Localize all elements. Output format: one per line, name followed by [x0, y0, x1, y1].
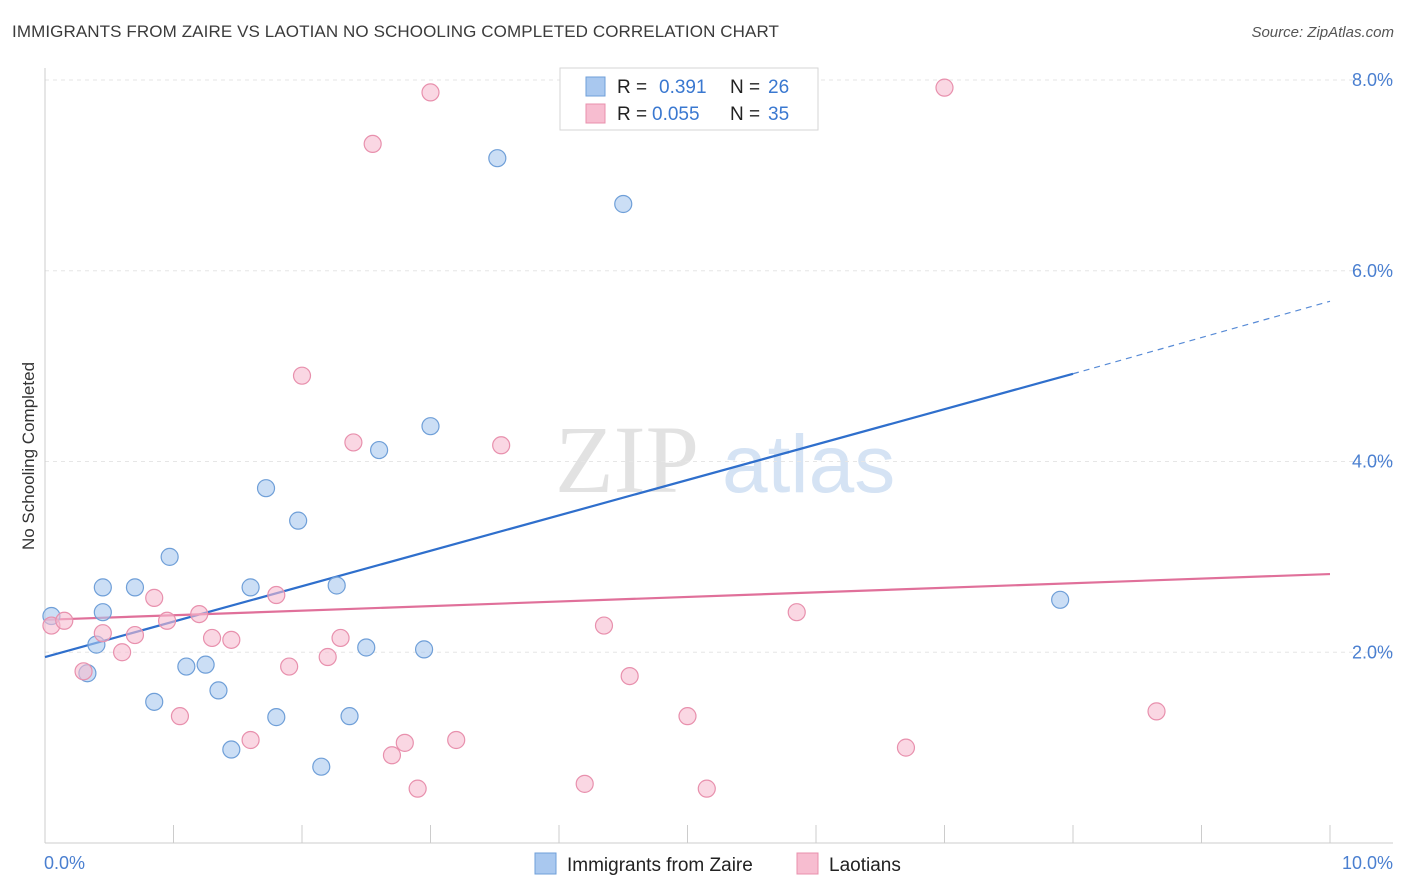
legend-r-value-laotians: 0.055	[652, 104, 700, 125]
legend-r-label-zaire: R =	[617, 77, 647, 98]
series-legend: Immigrants from Zaire Laotians	[534, 852, 901, 876]
y-tick-label-3: 8.0%	[1352, 70, 1393, 90]
point-s1-1	[55, 611, 74, 630]
x-ticks	[44, 825, 1331, 843]
point-s1-2	[74, 662, 93, 681]
point-s1-11	[222, 630, 241, 649]
point-s0-11	[222, 740, 241, 759]
gridlines	[45, 79, 1393, 653]
point-s0-23	[488, 149, 507, 168]
point-s0-17	[327, 576, 346, 595]
trend-line-1	[44, 572, 1331, 621]
point-s1-16	[318, 647, 337, 667]
point-s1-22	[408, 779, 427, 798]
point-s0-21	[414, 640, 434, 659]
chart-source: Source: ZipAtlas.com	[1251, 24, 1394, 41]
series-legend-label-laotians: Laotians	[829, 855, 901, 876]
trend-line-0	[44, 372, 1074, 659]
y-tick-label-1: 4.0%	[1352, 452, 1393, 472]
y-axis-label: No Schooling Completed	[19, 362, 38, 550]
point-s1-23	[421, 83, 440, 102]
point-s1-20	[382, 746, 402, 765]
point-s0-6	[160, 547, 179, 566]
x-tick-label-right: 10.0%	[1342, 853, 1393, 873]
point-s0-18	[340, 707, 359, 726]
legend-r-value-zaire: 0.391	[659, 77, 707, 98]
point-s1-8	[170, 707, 190, 726]
point-s1-25	[492, 436, 511, 455]
trend-lines	[44, 300, 1331, 659]
legend-n-value-zaire: 26	[768, 77, 789, 98]
point-s1-7	[157, 611, 177, 630]
point-s1-5	[125, 625, 145, 645]
series-legend-swatch-zaire	[534, 852, 557, 875]
point-s1-19	[363, 134, 382, 154]
legend-n-value-laotians: 35	[768, 104, 789, 125]
point-s0-3	[93, 578, 112, 597]
x-tick-label-left: 0.0%	[44, 853, 85, 873]
chart-title: IMMIGRANTS FROM ZAIRE VS LAOTIAN NO SCHO…	[12, 22, 780, 41]
point-s1-18	[344, 433, 363, 452]
point-s1-12	[241, 730, 260, 750]
legend-n-label-zaire: N =	[730, 77, 760, 98]
point-s1-29	[678, 707, 697, 726]
series-legend-swatch-laotians	[796, 852, 819, 875]
point-s0-9	[196, 655, 215, 674]
point-s0-12	[241, 578, 260, 597]
watermark-atlas: atlas	[722, 419, 895, 510]
y-tick-label-2: 6.0%	[1352, 261, 1393, 281]
legend-swatch-zaire	[585, 76, 606, 97]
point-s1-14	[280, 657, 299, 676]
series-legend-label-zaire: Immigrants from Zaire	[567, 855, 753, 876]
point-s0-19	[357, 638, 376, 657]
point-s1-21	[395, 733, 414, 752]
point-s1-34	[1147, 702, 1166, 721]
point-s0-13	[256, 479, 276, 498]
point-s0-16	[312, 757, 331, 776]
point-s0-10	[209, 681, 228, 700]
point-s1-24	[447, 730, 466, 750]
point-s0-22	[421, 417, 440, 436]
point-s1-28	[620, 666, 639, 686]
point-s1-32	[896, 738, 916, 757]
point-s0-4	[125, 578, 145, 597]
point-s1-6	[145, 588, 164, 607]
point-s1-26	[575, 774, 594, 793]
legend-swatch-laotians	[585, 103, 606, 124]
point-s1-9	[190, 604, 209, 624]
data-points	[42, 78, 1166, 798]
watermark: ZIP atlas	[555, 406, 895, 513]
point-s1-10	[202, 628, 222, 648]
legend-n-label-laotians: N =	[730, 104, 760, 125]
trend-line-extension-0	[1072, 300, 1331, 375]
y-tick-label-0: 2.0%	[1352, 642, 1393, 662]
point-s0-7	[145, 692, 164, 711]
point-s0-25	[1051, 590, 1070, 609]
point-s1-4	[112, 643, 132, 662]
point-s0-5	[93, 603, 112, 622]
point-s1-15	[292, 366, 312, 385]
point-s0-14	[267, 708, 286, 727]
legend-r-label-laotians: R =	[617, 104, 647, 125]
point-s1-31	[787, 603, 806, 622]
point-s0-8	[177, 657, 196, 676]
y-tick-labels: 2.0% 4.0% 6.0% 8.0%	[1352, 70, 1393, 662]
point-s1-17	[331, 628, 350, 648]
point-s0-24	[614, 194, 633, 214]
stats-legend: R = 0.391 N = 26 R = 0.055 N = 35	[559, 67, 819, 131]
point-s1-3	[93, 624, 112, 643]
point-s1-30	[697, 779, 716, 798]
point-s1-33	[935, 78, 954, 97]
point-s1-27	[594, 616, 614, 635]
point-s0-20	[370, 440, 389, 460]
point-s0-15	[289, 511, 308, 530]
watermark-zip: ZIP	[555, 406, 699, 513]
point-s1-13	[267, 585, 286, 605]
